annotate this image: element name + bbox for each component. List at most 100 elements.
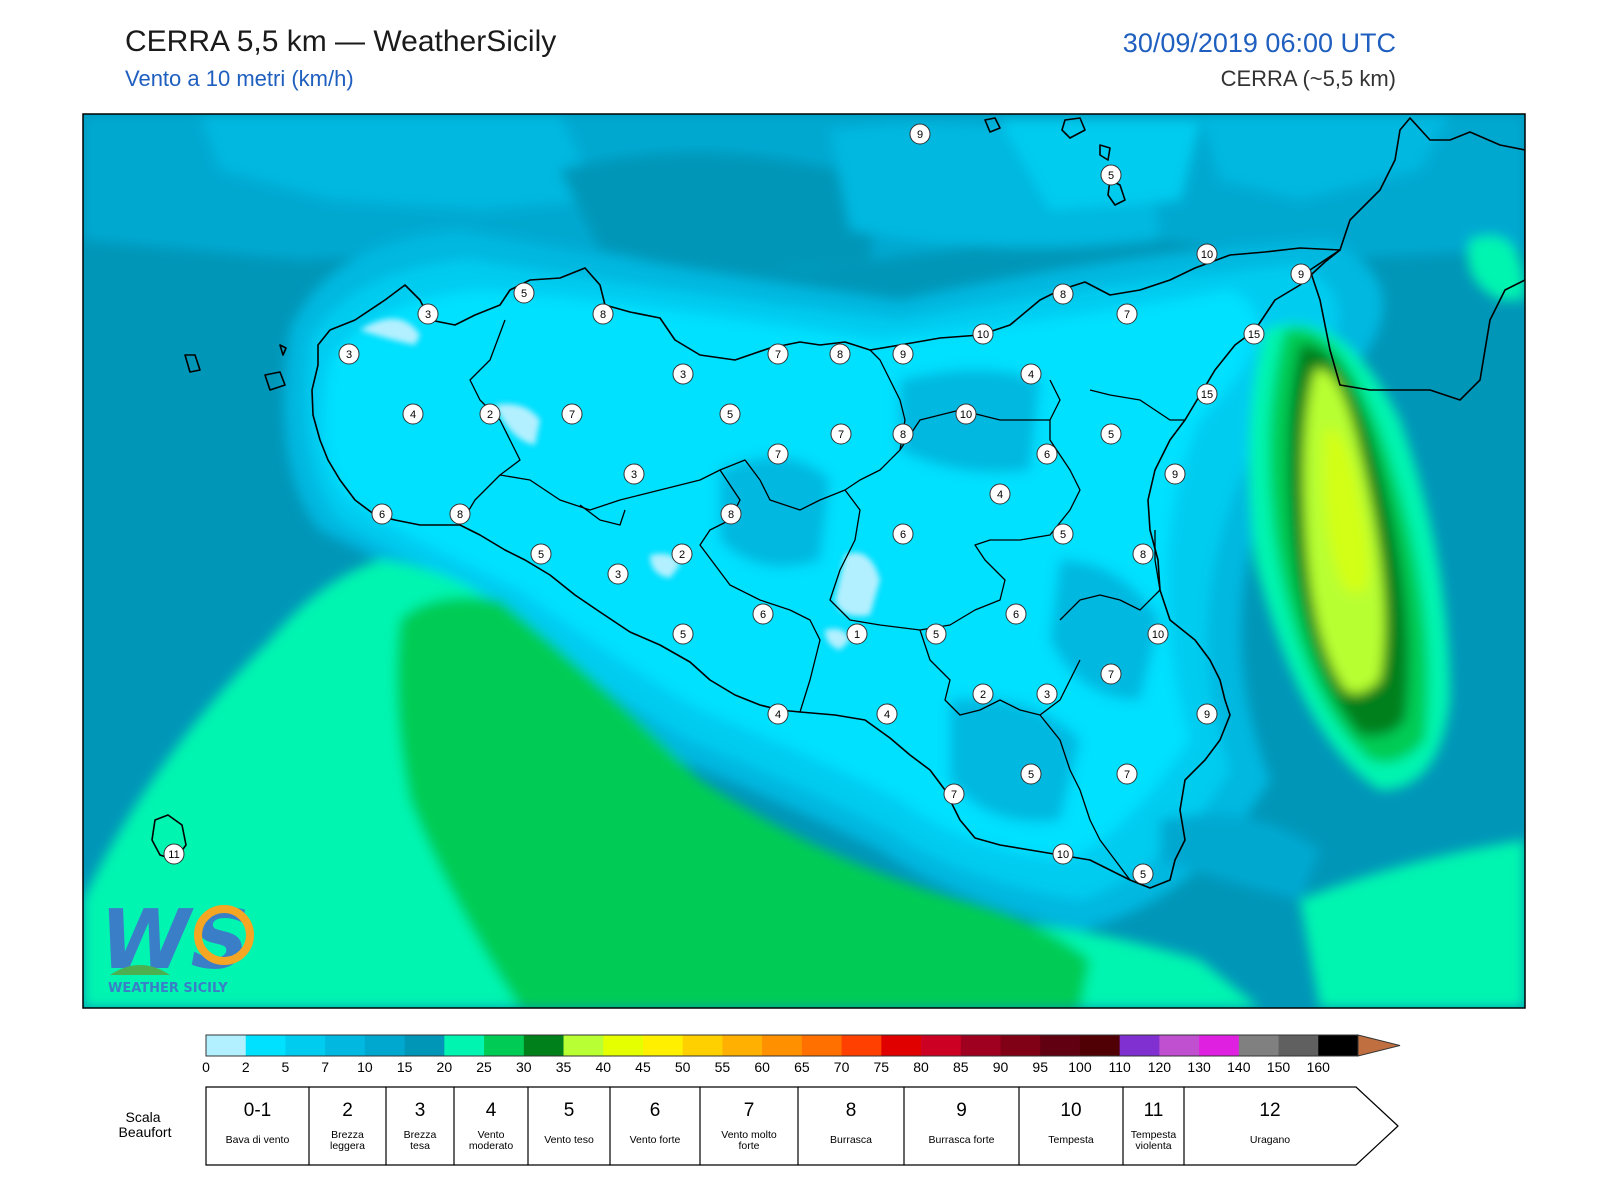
station-marker: 3 [417,303,439,325]
station-value: 10 [1152,629,1164,641]
wind-field [83,114,1525,1008]
beaufort-description: Burrasca [830,1134,872,1146]
colorbar-segment [523,1035,565,1056]
station-value: 5 [1108,429,1114,441]
station-marker: 10 [1052,843,1074,865]
colorbar-tick-label: 75 [874,1059,890,1075]
colorbar-tick-label: 40 [595,1059,611,1075]
station-marker: 7 [1116,763,1138,785]
station-value: 7 [775,349,781,361]
colorbar-tick-label: 150 [1267,1059,1291,1075]
station-marker: 3 [623,463,645,485]
station-value: 3 [425,309,431,321]
colorbar-segment [841,1035,882,1056]
colorbar-segment [960,1035,1001,1056]
station-marker: 4 [876,703,898,725]
beaufort-cell: 2 Brezza leggera [308,1087,365,1165]
colorbar-segment [285,1035,326,1056]
weathersicily-logo: WS WEATHER SICILY [100,893,254,996]
colorbar-segment [1119,1035,1160,1056]
station-marker: 9 [1196,703,1218,725]
station-value: 6 [1013,609,1019,621]
beaufort-description: Brezza leggera [330,1129,365,1152]
beaufort-description: Vento forte [630,1134,681,1146]
station-marker: 2 [671,543,693,565]
colorbar-tick-label: 90 [993,1059,1009,1075]
station-marker: 1 [846,623,868,645]
station-value: 11 [168,849,179,861]
beaufort-cell: 9 Burrasca forte [903,1087,995,1165]
station-value: 7 [1108,669,1114,681]
beaufort-cell: 4 Vento moderato [453,1087,513,1165]
station-marker: 5 [925,623,947,645]
station-marker: 4 [989,483,1011,505]
colorbar-segment [1318,1035,1359,1056]
station-marker: 2 [479,403,501,425]
colorbar-segment [444,1035,485,1056]
coastlines [151,117,1525,889]
svg-text:Scala Beaufort: Scala Beaufort [119,1109,172,1140]
colorbar-legend [205,1034,1401,1057]
beaufort-cell: 12 Uragano [1183,1087,1290,1165]
beaufort-cell: 11 Tempesta violenta [1122,1087,1176,1165]
station-value: 10 [1201,249,1213,261]
colorbar-segment [245,1035,286,1056]
station-marker: 9 [1164,463,1186,485]
station-marker: 7 [561,403,583,425]
station-value: 3 [346,349,352,361]
beaufort-description: Vento molto forte [721,1129,777,1152]
station-marker: 3 [672,363,694,385]
station-marker: 5 [1052,523,1074,545]
svg-text:WEATHER SICILY: WEATHER SICILY [108,981,228,996]
station-marker: 7 [830,423,852,445]
station-marker: 7 [943,783,965,805]
colorbar-tick-label: 0 [202,1059,210,1075]
colorbar-segment [881,1035,922,1056]
colorbar-tick-label: 140 [1227,1059,1251,1075]
station-value: 8 [1140,549,1146,561]
station-marker: 6 [371,503,393,525]
colorbar-tick-label: 2 [242,1059,250,1075]
beaufort-description: Brezza tesa [404,1129,437,1152]
beaufort-number: 8 [846,1100,857,1121]
beaufort-description: Vento teso [544,1134,594,1146]
colorbar-tick-label: 15 [397,1059,413,1075]
colorbar-tick-label: 30 [516,1059,532,1075]
beaufort-scale-title: Scala Beaufort [119,1109,172,1140]
colorbar-tick-label: 110 [1108,1059,1131,1075]
station-marker: 5 [530,543,552,565]
station-marker: 7 [1116,303,1138,325]
forecast-datetime: 30/09/2019 06:00 UTC [1122,28,1396,58]
colorbar-tick-label: 50 [675,1059,691,1075]
station-value: 7 [1124,309,1130,321]
station-marker: 3 [607,563,629,585]
beaufort-title-line1: Scala [126,1109,161,1125]
station-value: 3 [631,469,637,481]
station-value: 8 [728,509,734,521]
station-value: 6 [1044,449,1050,461]
colorbar-segment [1238,1035,1280,1056]
colorbar-segment [1159,1035,1200,1056]
station-marker: 4 [767,703,789,725]
station-value: 5 [521,288,527,300]
station-value: 6 [900,529,906,541]
station-value: 9 [917,129,923,141]
station-marker: 7 [767,343,789,365]
station-value: 10 [977,329,989,341]
beaufort-number: 0-1 [244,1100,271,1121]
beaufort-description: Bava di vento [226,1134,290,1146]
station-value: 1 [854,629,860,641]
station-marker: 4 [1020,363,1042,385]
station-value: 8 [457,509,463,521]
colorbar-arrow [1357,1034,1401,1057]
station-marker: 5 [1020,763,1042,785]
station-marker: 6 [892,523,914,545]
colorbar-segment [682,1035,723,1056]
model-label: CERRA (~5,5 km) [1220,66,1396,91]
colorbar-tick-label: 65 [794,1059,810,1075]
station-marker: 7 [767,443,789,465]
colorbar-segment [801,1035,843,1056]
station-value: 8 [837,349,843,361]
beaufort-cell: 7 Vento molto forte [699,1087,777,1165]
beaufort-number: 7 [744,1100,755,1121]
